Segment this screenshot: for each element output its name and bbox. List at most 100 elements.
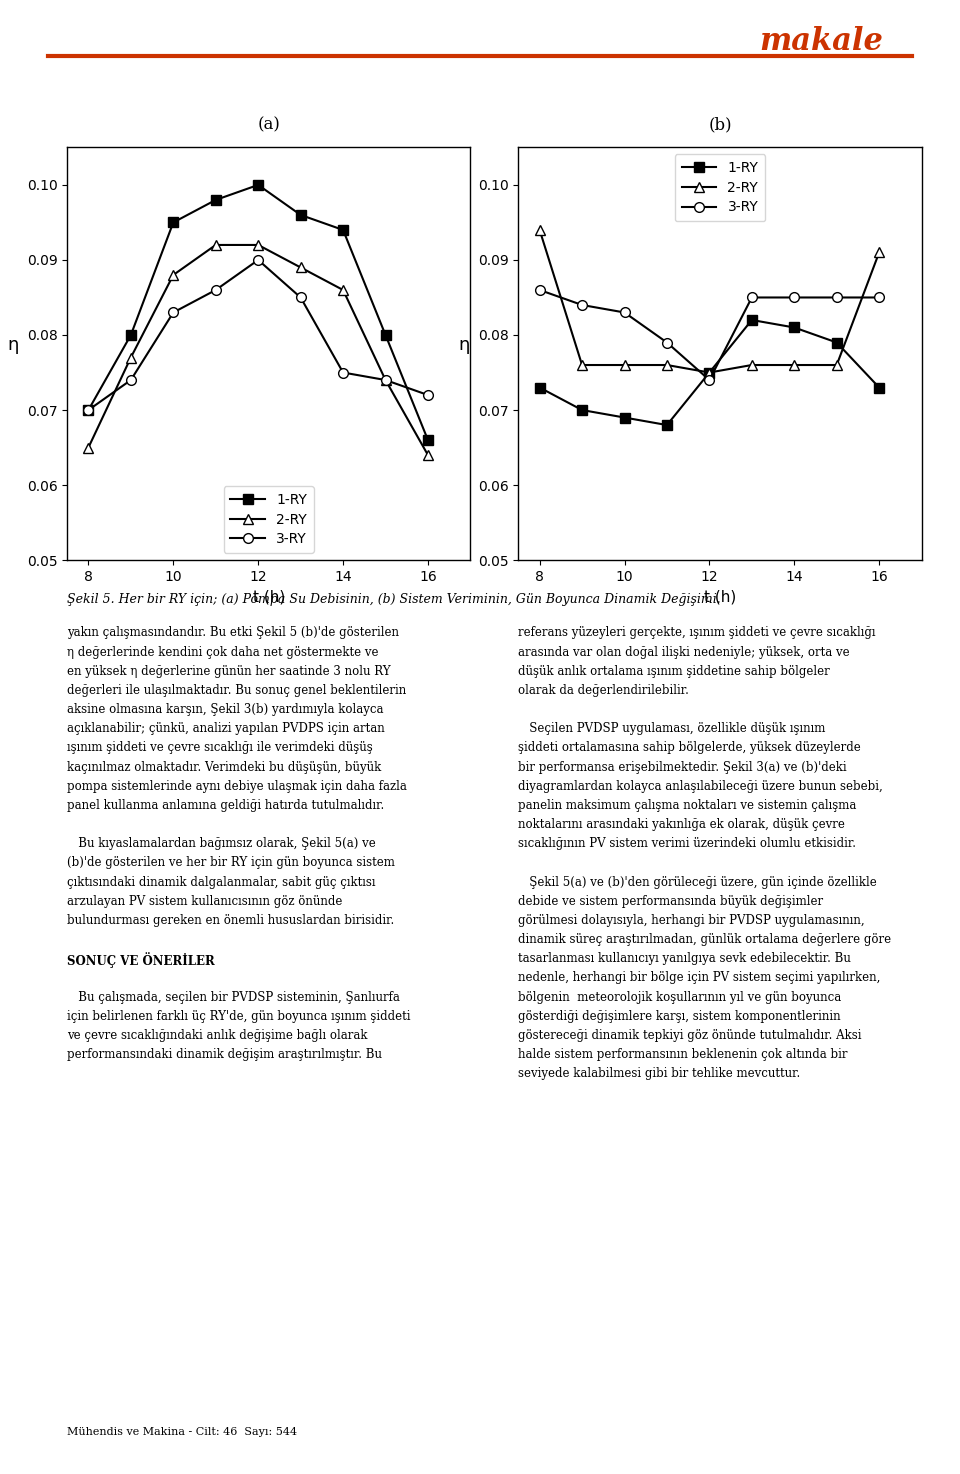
2-RY: [252, 236, 264, 254]
3-RY: [422, 386, 434, 404]
Text: arzulayan PV sistem kullanıcısının göz önünde: arzulayan PV sistem kullanıcısının göz ö…: [67, 895, 343, 908]
3-RY: [252, 251, 264, 268]
1-RY: [788, 318, 800, 336]
3-RY: [210, 282, 222, 299]
3-RY: [125, 371, 136, 389]
1-RY: [210, 192, 222, 209]
1-RY: [422, 432, 434, 450]
1-RY: [380, 326, 392, 343]
Text: Bu kıyaslamalardan bağımsız olarak, Şekil 5(a) ve: Bu kıyaslamalardan bağımsız olarak, Şeki…: [67, 837, 376, 850]
Text: makale: makale: [759, 25, 883, 57]
2-RY: [576, 357, 588, 374]
Line: 1-RY: 1-RY: [84, 180, 433, 445]
Line: 1-RY: 1-RY: [535, 315, 884, 430]
3-RY: [831, 289, 843, 307]
Text: arasında var olan doğal ilişki nedeniyle; yüksek, orta ve: arasında var olan doğal ilişki nedeniyle…: [518, 646, 850, 659]
3-RY: [168, 304, 180, 321]
Text: (b)'de gösterilen ve her bir RY için gün boyunca sistem: (b)'de gösterilen ve her bir RY için gün…: [67, 856, 396, 870]
2-RY: [704, 364, 715, 382]
2-RY: [874, 243, 885, 261]
Line: 3-RY: 3-RY: [535, 284, 884, 385]
Text: değerleri ile ulaşılmaktadır. Bu sonuç genel beklentilerin: değerleri ile ulaşılmaktadır. Bu sonuç g…: [67, 684, 406, 697]
1-RY: [746, 311, 757, 329]
3-RY: [874, 289, 885, 307]
Text: (a): (a): [257, 116, 280, 134]
1-RY: [619, 408, 631, 426]
1-RY: [534, 379, 545, 397]
Text: ve çevre sıcaklığındaki anlık değişime bağlı olarak: ve çevre sıcaklığındaki anlık değişime b…: [67, 1029, 368, 1042]
1-RY: [168, 214, 180, 231]
Line: 3-RY: 3-RY: [84, 255, 433, 414]
2-RY: [534, 221, 545, 239]
2-RY: [619, 357, 631, 374]
Text: bir performansa erişebilmektedir. Şekil 3(a) ve (b)'deki: bir performansa erişebilmektedir. Şekil …: [518, 761, 847, 774]
Text: noktalarını arasındaki yakınlığa ek olarak, düşük çevre: noktalarını arasındaki yakınlığa ek olar…: [518, 818, 845, 831]
Text: panel kullanma anlamına geldiği hatırda tutulmalıdır.: panel kullanma anlamına geldiği hatırda …: [67, 799, 384, 812]
1-RY: [576, 401, 588, 419]
2-RY: [295, 258, 306, 276]
1-RY: [874, 379, 885, 397]
Text: (b): (b): [708, 116, 732, 134]
Text: Seçilen PVDSP uygulaması, özellikle düşük ışınım: Seçilen PVDSP uygulaması, özellikle düşü…: [518, 722, 826, 736]
Text: Bu çalışmada, seçilen bir PVDSP sisteminin, Şanlıurfa: Bu çalışmada, seçilen bir PVDSP sistemin…: [67, 991, 400, 1004]
3-RY: [576, 296, 588, 314]
Text: olarak da değerlendirilebilir.: olarak da değerlendirilebilir.: [518, 684, 689, 697]
Text: diyagramlardan kolayca anlaşılabileceği üzere bunun sebebi,: diyagramlardan kolayca anlaşılabileceği …: [518, 780, 883, 793]
3-RY: [380, 371, 392, 389]
Text: ışınım şiddeti ve çevre sıcaklığı ile verimdeki düşüş: ışınım şiddeti ve çevre sıcaklığı ile ve…: [67, 741, 372, 755]
Line: 2-RY: 2-RY: [84, 240, 433, 460]
Text: panelin maksimum çalışma noktaları ve sistemin çalışma: panelin maksimum çalışma noktaları ve si…: [518, 799, 856, 812]
Text: görülmesi dolayısıyla, herhangi bir PVDSP uygulamasının,: görülmesi dolayısıyla, herhangi bir PVDS…: [518, 914, 865, 927]
1-RY: [831, 333, 843, 351]
3-RY: [619, 304, 631, 321]
Text: yakın çalışmasındandır. Bu etki Şekil 5 (b)'de gösterilen: yakın çalışmasındandır. Bu etki Şekil 5 …: [67, 626, 399, 640]
Legend: 1-RY, 2-RY, 3-RY: 1-RY, 2-RY, 3-RY: [224, 486, 314, 553]
1-RY: [295, 206, 306, 224]
3-RY: [295, 289, 306, 307]
Text: halde sistem performansının beklenenin çok altında bir: halde sistem performansının beklenenin ç…: [518, 1048, 848, 1061]
Text: tasarlanması kullanıcıyı yanılgıya sevk edebilecektir. Bu: tasarlanması kullanıcıyı yanılgıya sevk …: [518, 952, 852, 965]
Text: nedenle, herhangi bir bölge için PV sistem seçimi yapılırken,: nedenle, herhangi bir bölge için PV sist…: [518, 971, 880, 985]
Text: şiddeti ortalamasına sahip bölgelerde, yüksek düzeylerde: şiddeti ortalamasına sahip bölgelerde, y…: [518, 741, 861, 755]
2-RY: [788, 357, 800, 374]
Legend: 1-RY, 2-RY, 3-RY: 1-RY, 2-RY, 3-RY: [675, 155, 765, 221]
2-RY: [83, 439, 94, 457]
3-RY: [534, 282, 545, 299]
Text: bölgenin  meteorolojik koşullarının yıl ve gün boyunca: bölgenin meteorolojik koşullarının yıl v…: [518, 991, 842, 1004]
Text: düşük anlık ortalama ışınım şiddetine sahip bölgeler: düşük anlık ortalama ışınım şiddetine sa…: [518, 665, 830, 678]
3-RY: [704, 371, 715, 389]
X-axis label: t (h): t (h): [704, 590, 736, 604]
Y-axis label: η: η: [7, 336, 18, 354]
2-RY: [210, 236, 222, 254]
2-RY: [831, 357, 843, 374]
3-RY: [788, 289, 800, 307]
Text: Mühendis ve Makina - Cilt: 46  Sayı: 544: Mühendis ve Makina - Cilt: 46 Sayı: 544: [67, 1427, 298, 1437]
Text: bulundurması gereken en önemli hususlardan birisidir.: bulundurması gereken en önemli hususlard…: [67, 914, 395, 927]
Text: açıklanabilir; çünkü, analizi yapılan PVDPS için artan: açıklanabilir; çünkü, analizi yapılan PV…: [67, 722, 385, 736]
Text: seviyede kalabilmesi gibi bir tehlike mevcuttur.: seviyede kalabilmesi gibi bir tehlike me…: [518, 1067, 801, 1080]
1-RY: [704, 364, 715, 382]
Text: en yüksek η değerlerine günün her saatinde 3 nolu RY: en yüksek η değerlerine günün her saatin…: [67, 665, 391, 678]
1-RY: [125, 326, 136, 343]
Text: η değerlerinde kendini çok daha net göstermekte ve: η değerlerinde kendini çok daha net göst…: [67, 646, 378, 659]
Text: Şekil 5. Her bir RY için; (a) Pompa Su Debisinin, (b) Sistem Veriminin, Gün Boyu: Şekil 5. Her bir RY için; (a) Pompa Su D…: [67, 593, 721, 606]
Text: gösterdiği değişimlere karşı, sistem komponentlerinin: gösterdiği değişimlere karşı, sistem kom…: [518, 1010, 841, 1023]
Text: aksine olmasına karşın, Şekil 3(b) yardımıyla kolayca: aksine olmasına karşın, Şekil 3(b) yardı…: [67, 703, 384, 716]
Text: çıktısındaki dinamik dalgalanmalar, sabit güç çıktısı: çıktısındaki dinamik dalgalanmalar, sabi…: [67, 876, 375, 889]
Text: referans yüzeyleri gerçekte, ışınım şiddeti ve çevre sıcaklığı: referans yüzeyleri gerçekte, ışınım şidd…: [518, 626, 876, 640]
Text: SONUÇ VE ÖNERİLER: SONUÇ VE ÖNERİLER: [67, 952, 215, 968]
3-RY: [661, 333, 673, 351]
Text: kaçınılmaz olmaktadır. Verimdeki bu düşüşün, büyük: kaçınılmaz olmaktadır. Verimdeki bu düşü…: [67, 761, 381, 774]
3-RY: [337, 364, 348, 382]
2-RY: [337, 282, 348, 299]
Text: için belirlenen farklı üç RY'de, gün boyunca ışınım şiddeti: için belirlenen farklı üç RY'de, gün boy…: [67, 1010, 411, 1023]
1-RY: [252, 175, 264, 193]
2-RY: [422, 447, 434, 464]
Line: 2-RY: 2-RY: [535, 226, 884, 377]
2-RY: [380, 371, 392, 389]
3-RY: [83, 401, 94, 419]
X-axis label: t (h): t (h): [252, 590, 285, 604]
1-RY: [337, 221, 348, 239]
2-RY: [746, 357, 757, 374]
Text: pompa sistemlerinde aynı debiye ulaşmak için daha fazla: pompa sistemlerinde aynı debiye ulaşmak …: [67, 780, 407, 793]
